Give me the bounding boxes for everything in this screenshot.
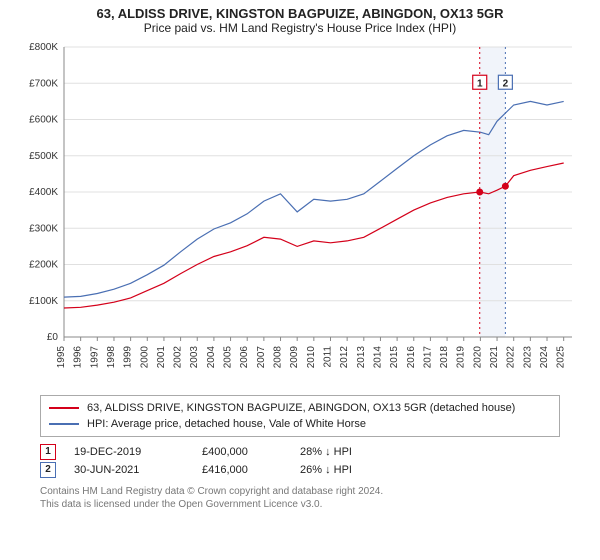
marker-number-box: 2 xyxy=(40,462,56,478)
legend-label-property: 63, ALDISS DRIVE, KINGSTON BAGPUIZE, ABI… xyxy=(87,400,515,416)
svg-text:£800K: £800K xyxy=(29,42,58,53)
marker-table: 1 19-DEC-2019 £400,000 28% ↓ HPI 2 30-JUN-202… xyxy=(40,443,560,479)
svg-text:2003: 2003 xyxy=(189,346,200,369)
marker-price: £400,000 xyxy=(202,443,282,461)
svg-text:2014: 2014 xyxy=(372,346,383,369)
svg-text:2017: 2017 xyxy=(422,346,433,369)
svg-text:2007: 2007 xyxy=(256,346,267,369)
svg-text:£700K: £700K xyxy=(29,78,58,89)
svg-text:1: 1 xyxy=(477,78,483,89)
svg-text:2019: 2019 xyxy=(456,346,467,369)
svg-text:2018: 2018 xyxy=(439,346,450,369)
svg-text:2010: 2010 xyxy=(306,346,317,369)
svg-text:£600K: £600K xyxy=(29,115,58,126)
marker-row: 1 19-DEC-2019 £400,000 28% ↓ HPI xyxy=(40,443,560,461)
svg-text:1996: 1996 xyxy=(73,346,84,369)
svg-text:2008: 2008 xyxy=(273,346,284,369)
marker-note: 26% ↓ HPI xyxy=(300,461,352,479)
svg-text:2002: 2002 xyxy=(173,346,184,369)
svg-text:£500K: £500K xyxy=(29,151,58,162)
legend: 63, ALDISS DRIVE, KINGSTON BAGPUIZE, ABI… xyxy=(40,395,560,437)
svg-text:2004: 2004 xyxy=(206,346,217,369)
legend-swatch-property xyxy=(49,407,79,409)
svg-text:2024: 2024 xyxy=(539,346,550,369)
svg-text:2023: 2023 xyxy=(522,346,533,369)
svg-text:2006: 2006 xyxy=(239,346,250,369)
svg-text:£300K: £300K xyxy=(29,223,58,234)
svg-text:2012: 2012 xyxy=(339,346,350,369)
legend-swatch-hpi xyxy=(49,423,79,425)
svg-text:2015: 2015 xyxy=(389,346,400,369)
legend-item-property: 63, ALDISS DRIVE, KINGSTON BAGPUIZE, ABI… xyxy=(49,400,551,416)
svg-text:2022: 2022 xyxy=(506,346,517,369)
svg-text:1995: 1995 xyxy=(56,346,67,369)
svg-text:2016: 2016 xyxy=(406,346,417,369)
legend-item-hpi: HPI: Average price, detached house, Vale… xyxy=(49,416,551,432)
chart-title: 63, ALDISS DRIVE, KINGSTON BAGPUIZE, ABI… xyxy=(10,6,590,21)
marker-note: 28% ↓ HPI xyxy=(300,443,352,461)
marker-row: 2 30-JUN-2021 £416,000 26% ↓ HPI xyxy=(40,461,560,479)
svg-text:2025: 2025 xyxy=(556,346,567,369)
svg-text:1999: 1999 xyxy=(123,346,134,369)
marker-number-box: 1 xyxy=(40,444,56,460)
svg-text:2013: 2013 xyxy=(356,346,367,369)
marker-date: 19-DEC-2019 xyxy=(74,443,184,461)
svg-text:2005: 2005 xyxy=(223,346,234,369)
footer-line2: This data is licensed under the Open Gov… xyxy=(40,498,560,511)
svg-text:£200K: £200K xyxy=(29,260,58,271)
legend-label-hpi: HPI: Average price, detached house, Vale… xyxy=(87,416,366,432)
svg-text:2: 2 xyxy=(503,78,509,89)
chart-subtitle: Price paid vs. HM Land Registry's House … xyxy=(10,21,590,35)
marker-date: 30-JUN-2021 xyxy=(74,461,184,479)
footer: Contains HM Land Registry data © Crown c… xyxy=(40,485,560,511)
svg-text:2001: 2001 xyxy=(156,346,167,369)
svg-text:1998: 1998 xyxy=(106,346,117,369)
svg-text:£100K: £100K xyxy=(29,296,58,307)
footer-line1: Contains HM Land Registry data © Crown c… xyxy=(40,485,560,498)
svg-text:2021: 2021 xyxy=(489,346,500,369)
chart-svg: £0 £100K £200K £300K £400K £500K £600K £700K £80… xyxy=(20,39,580,389)
svg-text:£0: £0 xyxy=(47,332,59,343)
svg-text:1997: 1997 xyxy=(89,346,100,369)
chart: £0 £100K £200K £300K £400K £500K £600K £700K £80… xyxy=(20,39,580,389)
svg-text:2020: 2020 xyxy=(472,346,483,369)
svg-text:£400K: £400K xyxy=(29,187,58,198)
svg-text:2011: 2011 xyxy=(322,346,333,368)
svg-text:2009: 2009 xyxy=(289,346,300,369)
svg-text:2000: 2000 xyxy=(139,346,150,369)
marker-price: £416,000 xyxy=(202,461,282,479)
